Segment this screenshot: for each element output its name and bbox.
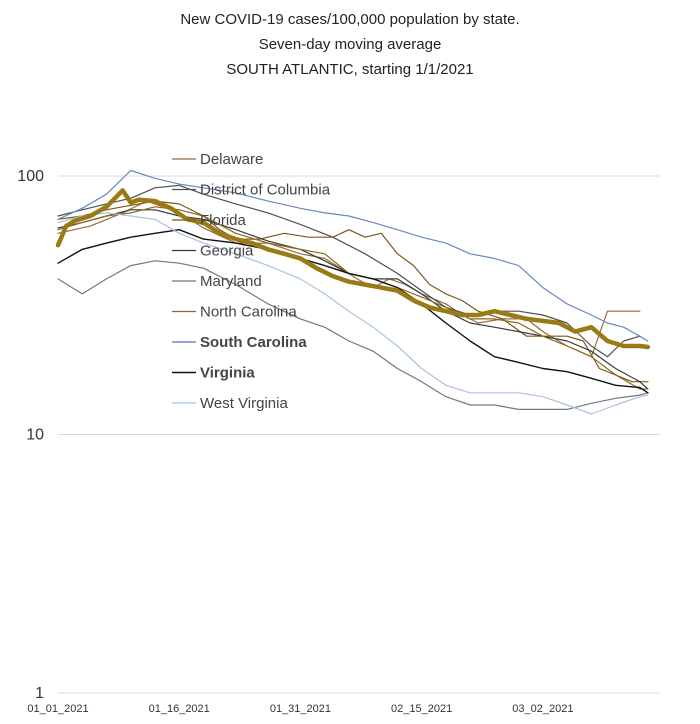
- legend: Delaware District of Columbia Florida Georg…: [172, 151, 331, 412]
- x-tick-label: 02_15_2021: [391, 703, 452, 715]
- x-axis-ticks: 01_01_2021 01_16_2021 01_31_2021 02_15_2021…: [27, 703, 573, 715]
- chart-title-line-1: New COVID-19 cases/100,000 population by…: [180, 11, 520, 28]
- legend-label: South Carolina: [200, 334, 307, 351]
- average-line: [55, 188, 651, 350]
- series-lines: [55, 169, 651, 415]
- series-line-florida: [57, 200, 649, 383]
- chart-title-line-3: SOUTH ATLANTIC, starting 1/1/2021: [226, 61, 474, 78]
- legend-label: West Virginia: [200, 395, 288, 412]
- legend-label: Delaware: [200, 151, 263, 168]
- series-line-district-of-columbia: [57, 184, 641, 358]
- legend-label: Georgia: [200, 243, 254, 260]
- x-tick-label: 01_31_2021: [270, 703, 331, 715]
- x-tick-label: 01_01_2021: [27, 703, 88, 715]
- series-line-delaware: [57, 200, 641, 358]
- legend-label: Virginia: [200, 365, 255, 382]
- x-tick-label: 03_02_2021: [512, 703, 573, 715]
- series-line-south-carolina: [57, 169, 649, 342]
- x-tick-label: 01_16_2021: [149, 703, 210, 715]
- legend-label: Maryland: [200, 273, 262, 290]
- gridlines: [58, 175, 660, 694]
- y-axis-ticks: 1 10 100: [17, 168, 44, 702]
- y-tick-label: 1: [35, 685, 44, 702]
- legend-label: North Carolina: [200, 304, 297, 321]
- series-line-west-virginia: [57, 212, 649, 415]
- series-line-virginia: [57, 228, 649, 394]
- y-tick-label: 10: [26, 427, 44, 444]
- y-tick-label: 100: [17, 168, 44, 185]
- series-line-maryland: [57, 260, 649, 410]
- legend-label: District of Columbia: [200, 182, 331, 199]
- legend-label: Florida: [200, 212, 247, 229]
- chart-title-line-2: Seven-day moving average: [258, 36, 442, 53]
